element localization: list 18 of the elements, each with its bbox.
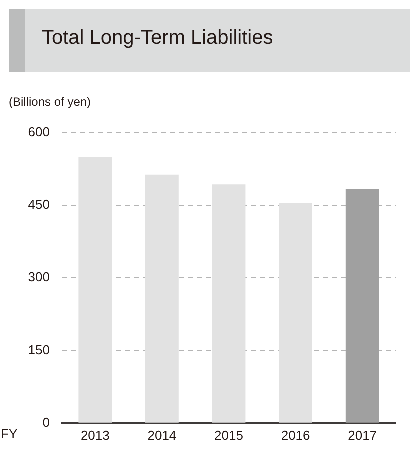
x-axis-title: FY bbox=[1, 426, 18, 442]
x-tick-label: 2015 bbox=[214, 428, 244, 443]
y-axis-title: (Billions of yen) bbox=[9, 95, 92, 109]
y-tick-label: 450 bbox=[28, 197, 50, 212]
x-tick-label: 2016 bbox=[281, 428, 310, 443]
x-tick-label: 2013 bbox=[80, 428, 110, 443]
y-tick-label: 300 bbox=[28, 270, 50, 285]
y-tick-label: 150 bbox=[28, 342, 50, 358]
chart-title: Total Long-Term Liabilities bbox=[42, 27, 274, 50]
bar bbox=[279, 203, 312, 423]
bar bbox=[212, 184, 246, 423]
bar bbox=[146, 174, 179, 423]
x-tick-label: 2017 bbox=[348, 428, 378, 443]
x-tick-label: 2014 bbox=[148, 428, 177, 443]
bar bbox=[346, 189, 380, 423]
y-tick-label: 0 bbox=[42, 414, 50, 430]
bar bbox=[78, 157, 112, 423]
y-tick-label: 600 bbox=[28, 124, 50, 140]
